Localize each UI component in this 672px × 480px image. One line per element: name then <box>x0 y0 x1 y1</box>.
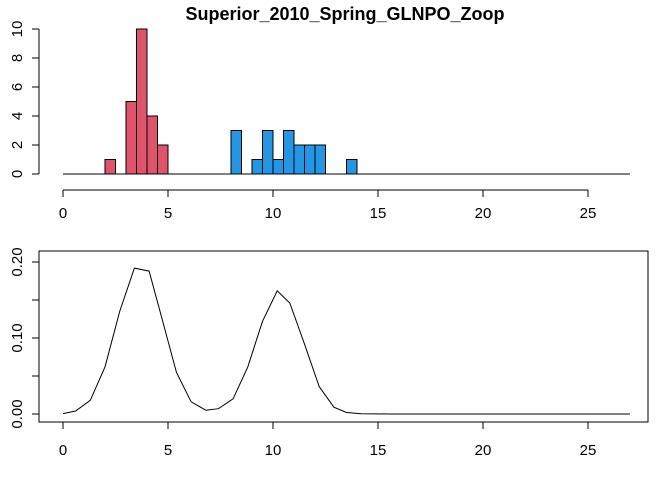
histogram-x-tick-label: 0 <box>59 205 67 222</box>
histogram-y-tick-label: 10 <box>9 21 26 38</box>
histogram-bar-1-3 <box>272 159 284 175</box>
histogram-bar-1-2 <box>262 130 274 175</box>
histogram-bar-0-2 <box>136 28 148 175</box>
histogram-bar-1-5 <box>293 144 305 175</box>
histogram-panel: 0 2 4 6 8 10 0 5 10 15 20 25 <box>9 21 630 222</box>
density-plot-frame <box>38 250 649 423</box>
density-x-tick-label: 10 <box>265 442 282 459</box>
density-x-tick-label: 25 <box>580 442 597 459</box>
histogram-x-tick-label: 25 <box>580 205 597 222</box>
density-x-tick-label: 20 <box>475 442 492 459</box>
histogram-x-tick-label: 20 <box>475 205 492 222</box>
density-panel: 0.00 0.10 0.20 0 5 10 15 20 25 <box>9 247 649 459</box>
histogram-y-tick-label: 6 <box>9 83 26 91</box>
density-y-tick-label: 0.20 <box>9 247 26 276</box>
histogram-bar-1-1 <box>251 159 263 175</box>
histogram-bar-1-6 <box>304 144 316 175</box>
histogram-y-tick-label: 0 <box>9 170 26 178</box>
histogram-x-tick-label: 10 <box>265 205 282 222</box>
histogram-bar-1-4 <box>283 130 295 175</box>
density-y-tick-label: 0.00 <box>9 399 26 428</box>
histogram-bar-1-0 <box>230 130 242 175</box>
histogram-bar-1-8 <box>346 159 358 175</box>
histogram-y-tick-label: 2 <box>9 141 26 149</box>
histogram-x-tick-label: 5 <box>164 205 172 222</box>
density-x-tick-label: 5 <box>164 442 172 459</box>
density-x-tick-label: 0 <box>59 442 67 459</box>
histogram-bar-0-0 <box>104 159 116 175</box>
histogram-bar-1-7 <box>314 144 326 175</box>
density-curve <box>62 267 630 415</box>
histogram-bar-0-3 <box>146 115 158 175</box>
histogram-y-tick-label: 8 <box>9 54 26 62</box>
histogram-bar-0-4 <box>157 144 169 175</box>
chart-title: Superior_2010_Spring_GLNPO_Zoop <box>185 4 504 24</box>
density-x-tick-label: 15 <box>370 442 387 459</box>
histogram-y-tick-label: 4 <box>9 112 26 120</box>
histogram-bar-0-1 <box>125 101 137 175</box>
histogram-x-tick-label: 15 <box>370 205 387 222</box>
density-y-tick-label: 0.10 <box>9 323 26 352</box>
